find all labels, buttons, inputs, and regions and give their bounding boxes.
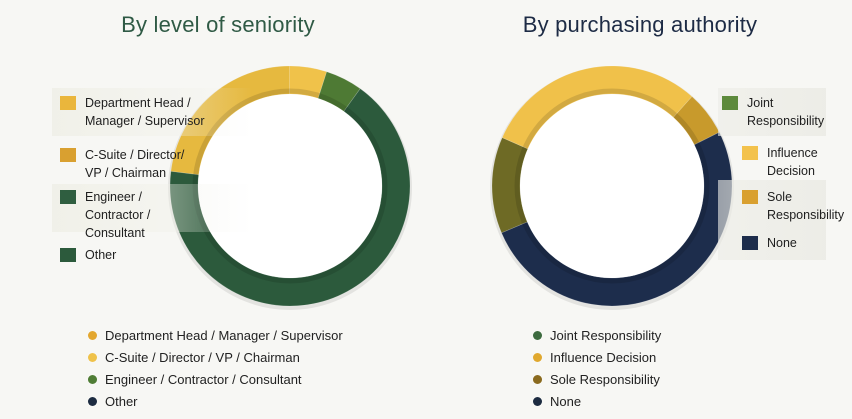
legend-label: Influence Decision — [767, 146, 818, 178]
bottom-legend-item: Other — [88, 390, 343, 412]
donut-chart-purchasing — [490, 65, 734, 310]
legend-item-engineer: Engineer / Contractor / Consultant — [60, 188, 175, 242]
bottom-legend-item: Influence Decision — [533, 346, 661, 368]
legend-swatch — [60, 96, 76, 110]
legend-item-none: None — [742, 234, 797, 252]
legend-swatch — [722, 96, 738, 110]
legend-label: Joint Responsibility — [747, 96, 825, 128]
legend-label: None — [550, 393, 582, 409]
legend-dot — [88, 330, 97, 340]
donut-hole — [520, 94, 704, 278]
legend-label: Sole Responsibility — [767, 190, 845, 222]
chart-title-purchasing: By purchasing authority — [522, 12, 758, 37]
legend-label: Sole Responsibility — [550, 371, 660, 387]
legend-dot — [533, 396, 542, 406]
legend-item-sole: Sole Responsibility — [742, 188, 845, 224]
legend-item-other: Other — [60, 246, 116, 264]
legend-label: C-Suite / Director/ VP / Chairman — [85, 148, 185, 180]
legend-item-influence: Influence Decision — [742, 144, 827, 180]
legend-label: Joint Responsibility — [550, 327, 662, 343]
legend-label: Department Head / Manager / Supervisor — [85, 96, 205, 128]
legend-label: Other — [85, 248, 117, 262]
bottom-legend-item: Joint Responsibility — [533, 324, 661, 346]
bottom-legend-item: None — [533, 390, 661, 412]
legend-swatch — [60, 148, 76, 162]
bottom-legend-item: C-Suite / Director / VP / Chairman — [88, 346, 343, 368]
legend-dot — [533, 374, 542, 384]
legend-swatch — [60, 190, 76, 204]
side-legend-seniority: Department Head / Manager / Supervisor C… — [52, 88, 252, 266]
bottom-legend-item: Sole Responsibility — [533, 368, 661, 390]
donut-hole — [198, 94, 382, 278]
legend-dot — [88, 352, 97, 362]
donut-inner-ring — [514, 88, 710, 284]
legend-item-c-suite: C-Suite / Director/ VP / Chairman — [60, 146, 200, 182]
legend-dot — [533, 330, 542, 340]
side-legend-purchasing: Joint Responsibility Influence Decision … — [718, 88, 844, 260]
legend-label: Other — [105, 393, 138, 409]
legend-swatch — [60, 248, 76, 262]
legend-item-joint: Joint Responsibility — [722, 94, 827, 130]
legend-label: Influence Decision — [550, 349, 657, 365]
legend-label: C-Suite / Director / VP / Chairman — [105, 349, 300, 365]
bottom-legend-seniority: Department Head / Manager / Supervisor C… — [88, 324, 343, 412]
bottom-legend-purchasing: Joint Responsibility Influence Decision … — [533, 324, 661, 412]
donut-chart-seniority — [168, 65, 412, 310]
legend-item-department-head: Department Head / Manager / Supervisor — [60, 94, 215, 130]
bottom-legend-item: Engineer / Contractor / Consultant — [88, 368, 343, 390]
legend-swatch — [742, 190, 758, 204]
legend-label: Engineer / Contractor / Consultant — [85, 190, 151, 240]
legend-dot — [88, 374, 97, 384]
chart-title-seniority: By level of seniority — [121, 12, 315, 37]
legend-label: Engineer / Contractor / Consultant — [105, 371, 302, 387]
legend-swatch — [742, 146, 758, 160]
legend-label: Department Head / Manager / Supervisor — [105, 327, 343, 343]
legend-dot — [533, 352, 542, 362]
bottom-legend-item: Department Head / Manager / Supervisor — [88, 324, 343, 346]
legend-label: None — [767, 236, 797, 250]
legend-dot — [88, 396, 97, 406]
legend-swatch — [742, 236, 758, 250]
